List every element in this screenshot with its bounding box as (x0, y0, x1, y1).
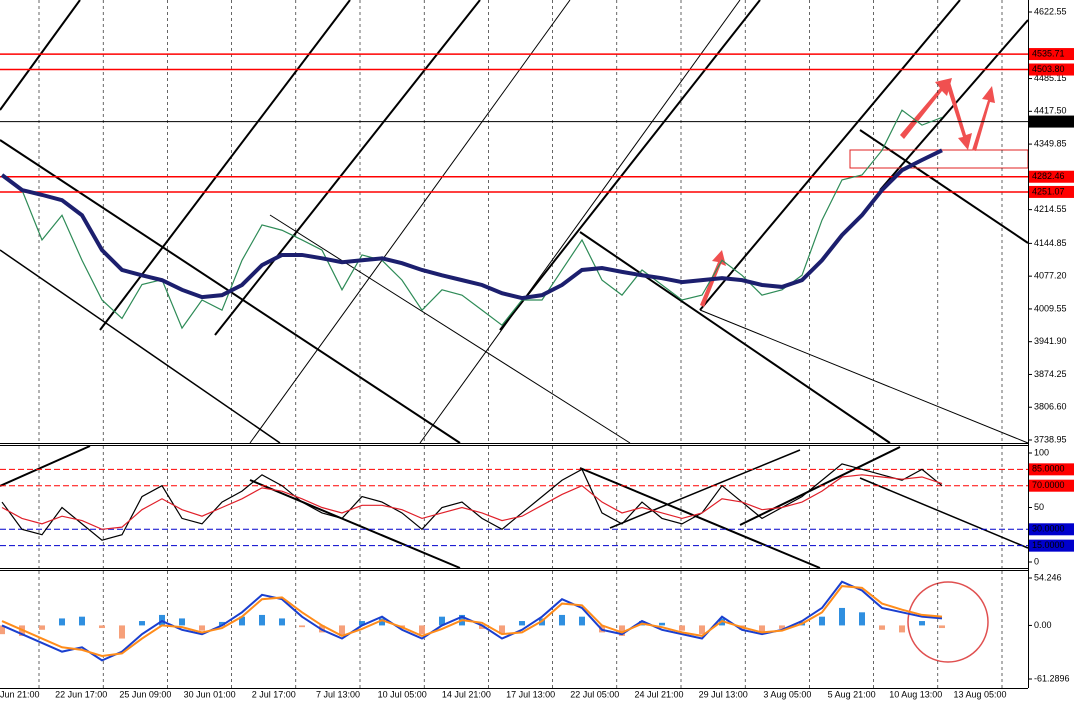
highlight-circle (907, 581, 989, 663)
level-label: 4251.07 (1032, 186, 1065, 196)
y-tick-label: 4144.85 (1034, 238, 1067, 248)
series-line (1, 585, 943, 658)
histogram-bar (299, 625, 305, 628)
x-tick-label: 29 Jul 13:00 (699, 689, 748, 699)
histogram-bar (219, 621, 225, 626)
level-label: 30.0000 (1032, 524, 1065, 534)
level-label: 4503.80 (1032, 64, 1065, 74)
x-tick-label: 10 Aug 13:00 (889, 689, 942, 699)
histogram-bar (839, 607, 845, 626)
trend-lines (0, 0, 1029, 569)
y-tick-label: 4485.15 (1034, 73, 1067, 83)
y-tick-label: 4214.55 (1034, 204, 1067, 214)
y-tick-label: 50 (1034, 502, 1044, 512)
histogram-bar (699, 625, 705, 635)
histogram-bar (659, 622, 665, 626)
x-tick-label: 30 Jun 01:00 (184, 689, 236, 699)
level-label: 85.0000 (1032, 464, 1065, 474)
y-tick-label: 3941.90 (1034, 336, 1067, 346)
histogram-bar (279, 618, 285, 626)
level-label-box (1029, 479, 1074, 492)
histogram-bar (99, 625, 105, 629)
level-label-box (1029, 63, 1074, 76)
level-label-box (1029, 185, 1074, 198)
y-tick-label: 4009.55 (1034, 303, 1067, 313)
histogram-bar (879, 625, 885, 630)
histogram-bar (759, 625, 765, 633)
y-tick-label: 0.00 (1034, 620, 1052, 630)
level-label-box (1029, 48, 1074, 61)
histogram-bar (259, 614, 265, 626)
x-tick-label: 22 Jun 17:00 (55, 689, 107, 699)
histogram-bar (479, 625, 485, 629)
histogram-bar (439, 616, 445, 626)
y-tick-label: 4622.55 (1034, 6, 1067, 16)
level-label-box (1029, 523, 1074, 536)
histogram-bar (519, 621, 525, 626)
y-tick-label: 54.246 (1034, 572, 1062, 582)
histogram-bar (859, 612, 865, 626)
y-tick-label: 3874.25 (1034, 369, 1067, 379)
histogram-bar (199, 625, 205, 631)
level-label-box (1029, 170, 1074, 183)
x-tick-label: 25 Jun 09:00 (119, 689, 171, 699)
x-tick-label: 13 Aug 05:00 (953, 689, 1006, 699)
histogram-bar (419, 625, 425, 635)
y-tick-label: 100 (1034, 447, 1049, 457)
y-tick-label: 0 (1034, 556, 1039, 566)
x-tick-label: Jun 21:00 (0, 689, 40, 699)
histogram-bar (179, 618, 185, 626)
histogram-bar (359, 621, 365, 626)
level-label: 4535.71 (1032, 48, 1065, 58)
y-tick-label: 4077.20 (1034, 271, 1067, 281)
histogram-bar (119, 625, 125, 639)
x-tick-label: 10 Jul 05:00 (378, 689, 427, 699)
histogram-bar (339, 625, 345, 636)
y-tick-label: -61.2896 (1034, 673, 1070, 683)
x-tick-label: 22 Jul 05:00 (570, 689, 619, 699)
histogram-bar (559, 614, 565, 626)
histogram-bar (779, 625, 785, 629)
y-tick-label: 3738.95 (1034, 434, 1067, 444)
x-tick-label: 14 Jul 21:00 (442, 689, 491, 699)
level-label: 4282.46 (1032, 171, 1065, 181)
x-tick-label: 7 Jul 13:00 (316, 689, 360, 699)
histogram-bar (379, 618, 385, 626)
histogram-bar (0, 625, 5, 635)
histogram-bar (919, 621, 925, 626)
level-label: 15.0000 (1032, 540, 1065, 550)
x-tick-label: 3 Aug 05:00 (763, 689, 811, 699)
histogram-bar (499, 625, 505, 635)
histogram-bar (939, 625, 945, 629)
histogram-bar (39, 625, 45, 630)
x-tick-label: 5 Aug 21:00 (828, 689, 876, 699)
panel-borders (0, 0, 1029, 689)
x-tick-label: 2 Jul 17:00 (252, 689, 296, 699)
y-tick-label: 3806.60 (1034, 402, 1067, 412)
histogram-bar (59, 618, 65, 626)
x-tick-label: 24 Jul 21:00 (634, 689, 683, 699)
x-tick-label: 17 Jul 13:00 (506, 689, 555, 699)
histogram-bar (579, 616, 585, 626)
level-label: 4396.35 (1032, 116, 1065, 126)
histogram-bar (239, 616, 245, 626)
histogram-bar (79, 616, 85, 626)
histogram-bar (899, 625, 905, 633)
y-tick-label: 4349.85 (1034, 138, 1067, 148)
level-label: 70.0000 (1032, 480, 1065, 490)
histogram-bar (619, 625, 625, 636)
y-tick-label: 4417.50 (1034, 106, 1067, 116)
level-label-box (1029, 115, 1074, 128)
histogram-bar (679, 625, 685, 631)
histogram-bar (139, 621, 145, 626)
histogram-bar (819, 616, 825, 626)
level-label-box (1029, 539, 1074, 552)
level-label-box (1029, 463, 1074, 476)
series-line (0, 148, 943, 301)
series-line (1, 474, 943, 530)
